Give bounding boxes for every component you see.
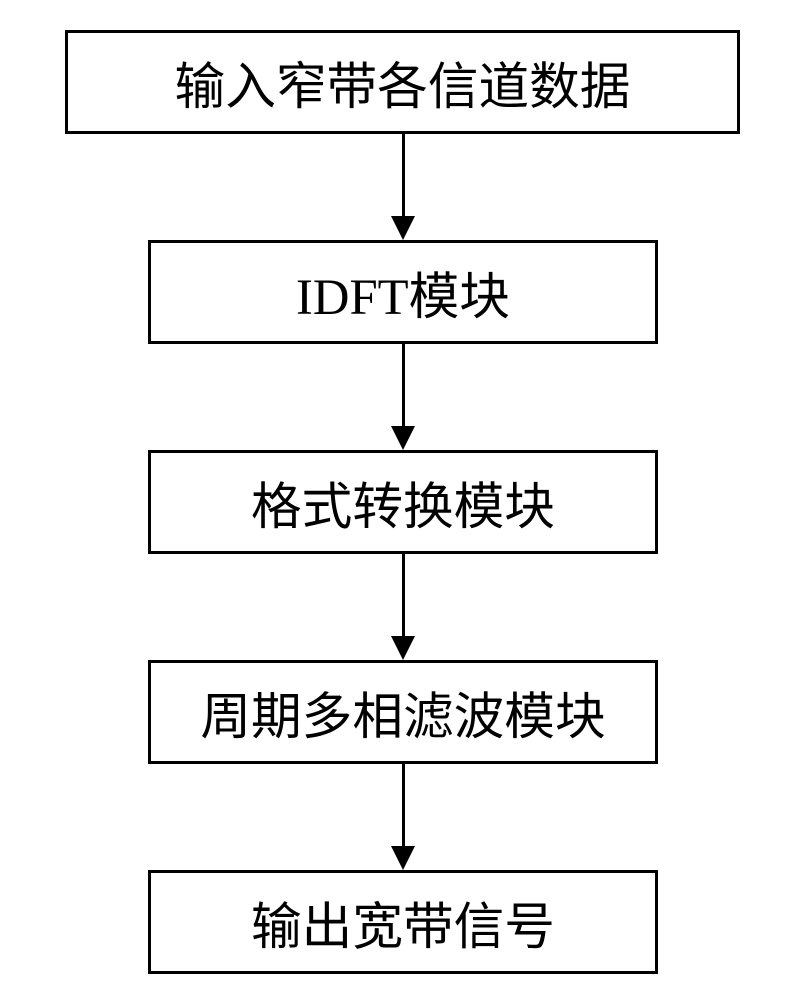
- flow-node-input: 输入窄带各信道数据: [65, 30, 740, 134]
- flow-node-idft: IDFT模块: [148, 240, 658, 344]
- flow-node-label: 周期多相滤波模块: [200, 675, 605, 749]
- flow-node-output: 输出宽带信号: [148, 870, 658, 974]
- flow-arrow-line: [402, 764, 405, 846]
- flow-node-label: 格式转换模块: [251, 465, 555, 539]
- flow-arrow-head-icon: [391, 426, 415, 450]
- flow-arrow-head-icon: [391, 636, 415, 660]
- flow-node-label: 输出宽带信号: [251, 885, 555, 959]
- flow-node-label: 输入窄带各信道数据: [175, 45, 631, 119]
- flow-node-polyphase-filter: 周期多相滤波模块: [148, 660, 658, 764]
- flowchart-container: 输入窄带各信道数据 IDFT模块 格式转换模块 周期多相滤波模块 输出宽带信号: [0, 0, 803, 1000]
- flow-arrow-line: [402, 134, 405, 216]
- flow-arrow-head-icon: [391, 846, 415, 870]
- flow-node-format-convert: 格式转换模块: [148, 450, 658, 554]
- flow-arrow-line: [402, 344, 405, 426]
- flow-node-label: IDFT模块: [296, 255, 510, 329]
- flow-arrow-head-icon: [391, 216, 415, 240]
- flow-arrow-line: [402, 554, 405, 636]
